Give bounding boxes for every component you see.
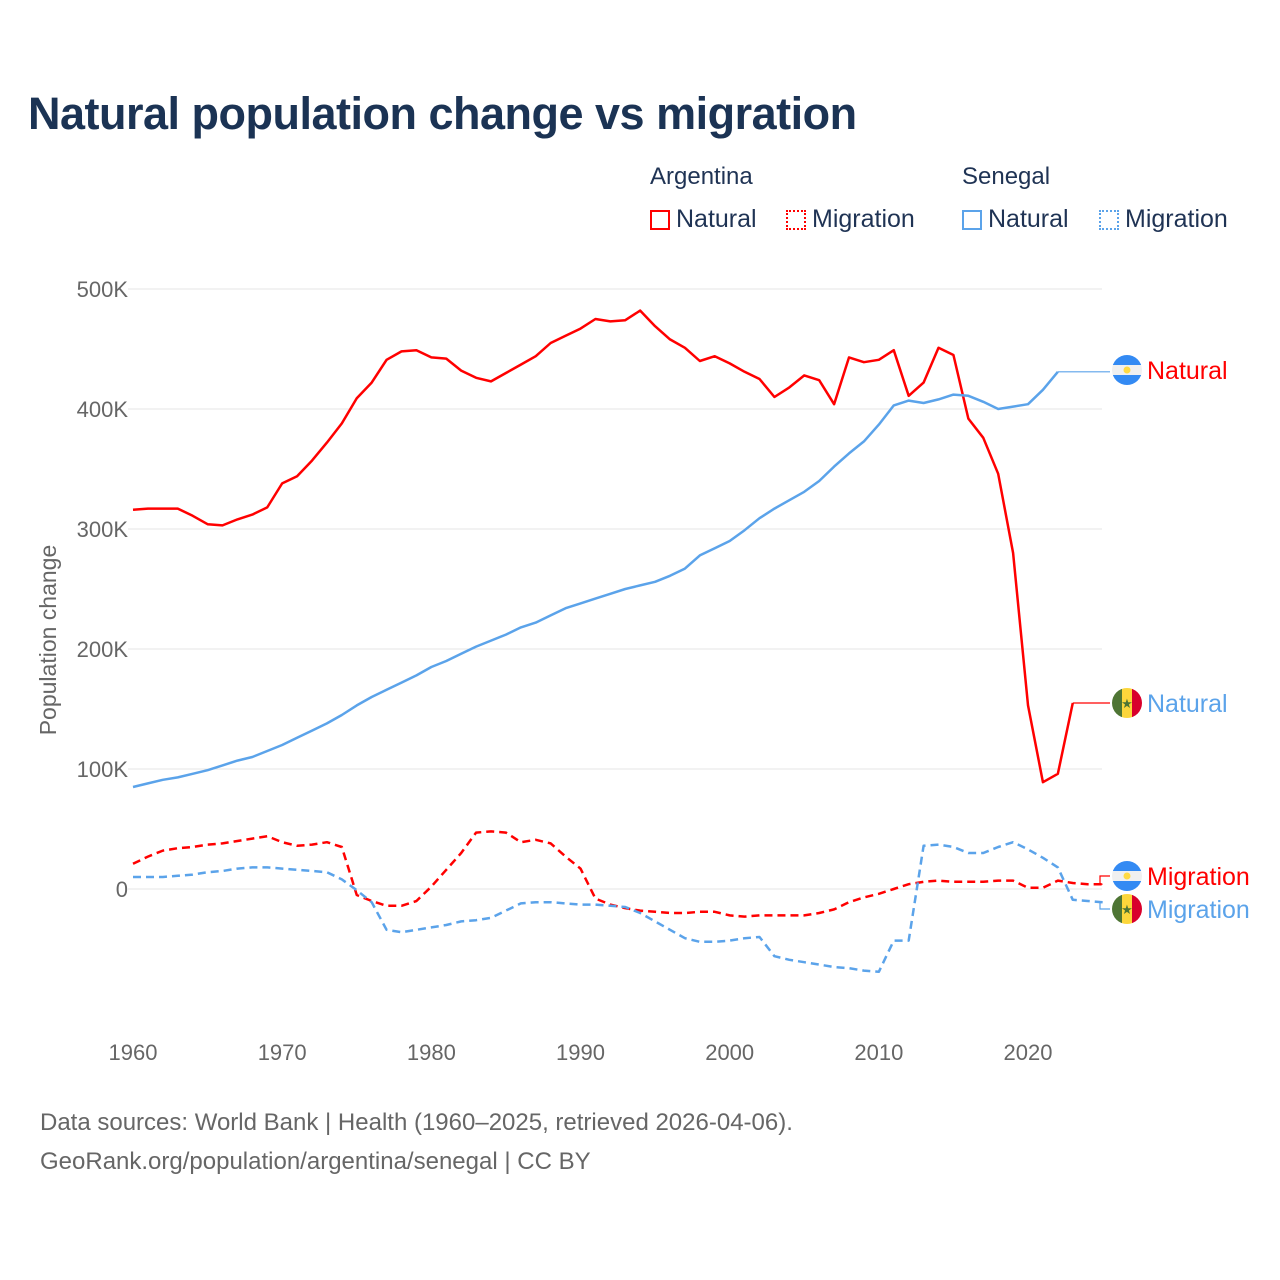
flag-stripe xyxy=(1112,861,1142,871)
flag-stripe xyxy=(1112,355,1142,365)
flag-stripe xyxy=(1112,894,1122,924)
x-tick-label: 2000 xyxy=(705,1040,754,1065)
sun-icon xyxy=(1123,872,1131,880)
star-icon: ★ xyxy=(1121,902,1133,917)
footer-attribution: GeoRank.org/population/argentina/senegal… xyxy=(40,1148,591,1175)
argentina-flag-icon xyxy=(1112,861,1142,891)
flag-stripe xyxy=(1132,688,1142,718)
end-label: Migration xyxy=(1147,896,1250,924)
senegal-flag-icon: ★ xyxy=(1112,688,1142,718)
y-tick-label: 100K xyxy=(77,757,129,782)
legend-group-argentina: Argentina xyxy=(650,163,753,190)
x-tick-label: 2010 xyxy=(854,1040,903,1065)
x-tick-label: 2020 xyxy=(1004,1040,1053,1065)
flag-stripe xyxy=(1132,894,1142,924)
end-label: Natural xyxy=(1147,357,1228,385)
footer-source: Data sources: World Bank | Health (1960–… xyxy=(40,1109,793,1136)
legend-argentina-natural[interactable]: Natural xyxy=(650,205,757,234)
x-tick-label: 1970 xyxy=(258,1040,307,1065)
flag-stripe xyxy=(1112,881,1142,891)
flag-stripe xyxy=(1112,375,1142,385)
series-line-senegal-natural xyxy=(132,371,1059,789)
legend-senegal-natural[interactable]: Natural xyxy=(962,205,1069,234)
flag-stripe xyxy=(1112,688,1122,718)
legend-label: Natural xyxy=(988,205,1069,233)
dotted-swatch-icon xyxy=(1099,209,1119,230)
legend-group-senegal: Senegal xyxy=(962,163,1051,190)
legend-argentina-migration[interactable]: Migration xyxy=(786,205,915,234)
sun-icon xyxy=(1123,366,1131,374)
y-tick-label: 500K xyxy=(77,277,129,302)
series-line-senegal-migration xyxy=(133,840,1103,974)
series-line-argentina-migration xyxy=(132,830,1103,918)
x-tick-label: 1960 xyxy=(109,1040,158,1065)
legend-label: Migration xyxy=(1125,205,1228,233)
y-tick-label: 300K xyxy=(77,517,129,542)
y-tick-label: 200K xyxy=(77,637,129,662)
solid-swatch-icon xyxy=(650,209,670,230)
y-tick-label: 400K xyxy=(77,397,129,422)
flag-stripe xyxy=(1122,894,1132,924)
solid-swatch-icon xyxy=(962,209,982,230)
label-connector xyxy=(1099,875,1110,885)
y-axis-label: Population change xyxy=(35,545,61,736)
legend-label: Migration xyxy=(812,205,915,233)
dotted-swatch-icon xyxy=(786,209,806,230)
series-line-argentina-natural xyxy=(132,309,1074,784)
argentina-flag-icon xyxy=(1112,355,1142,385)
x-tick-label: 1980 xyxy=(407,1040,456,1065)
chart-title: Natural population change vs migration xyxy=(28,88,857,139)
legend-senegal-migration[interactable]: Migration xyxy=(1099,205,1228,234)
end-label: Natural xyxy=(1147,690,1228,718)
end-label: Migration xyxy=(1147,863,1250,891)
legend-label: Natural xyxy=(676,205,757,233)
y-tick-label: 0 xyxy=(116,877,128,902)
x-tick-label: 1990 xyxy=(556,1040,605,1065)
senegal-flag-icon: ★ xyxy=(1112,894,1142,924)
flag-stripe xyxy=(1122,688,1132,718)
star-icon: ★ xyxy=(1121,696,1133,711)
label-connector xyxy=(1099,901,1110,910)
